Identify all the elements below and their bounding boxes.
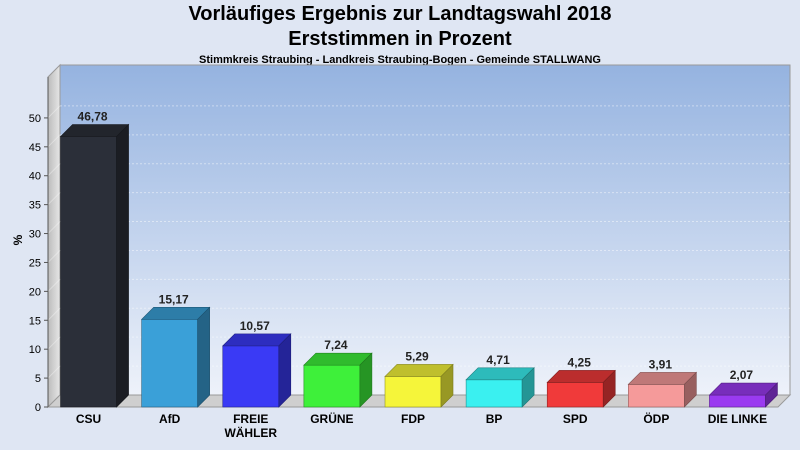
x-tick-label: DIE LINKE: [708, 412, 767, 426]
bar-side-6: [602, 369, 616, 408]
bar-4: [384, 376, 442, 408]
x-tick-label: GRÜNE: [310, 411, 353, 426]
chart-title: Vorläufiges Ergebnis zur Landtagswahl 20…: [188, 3, 612, 25]
bar-7: [628, 384, 685, 408]
x-tick-label: FDP: [401, 412, 425, 426]
x-tick-label: BP: [486, 412, 503, 426]
value-label: 10,57: [240, 319, 270, 333]
chart-subtitle: Erststimmen in Prozent: [288, 28, 512, 50]
bar-1: [141, 318, 198, 408]
value-label: 46,78: [78, 110, 108, 124]
wall-grid-line: [47, 365, 61, 379]
y-tick-label: 5: [35, 373, 41, 385]
wall-grid-line: [47, 250, 61, 263]
bar-side-4: [440, 363, 454, 408]
y-tick-label: 0: [35, 402, 41, 414]
wall-grid-line: [47, 163, 61, 177]
x-tick-label: WÄHLER: [224, 425, 277, 440]
y-tick-label: 45: [29, 142, 41, 154]
bar-side-0: [116, 123, 129, 408]
y-axis-label: %: [11, 234, 25, 245]
y-tick-label: 10: [29, 344, 41, 356]
bar-side-5: [521, 367, 535, 408]
value-label: 15,17: [159, 292, 189, 306]
y-tick-label: 20: [29, 286, 41, 298]
y-tick-label: 35: [29, 200, 41, 212]
wall-grid-line: [47, 192, 61, 205]
value-label: 4,71: [486, 353, 510, 367]
bar-side-2: [278, 333, 292, 408]
bar-2: [222, 345, 280, 408]
y-tick-label: 15: [29, 315, 41, 327]
chart-caption: Stimmkreis Straubing - Landkreis Straubi…: [199, 54, 601, 66]
x-tick-label: SPD: [563, 412, 588, 426]
y-tick-label: 25: [29, 257, 41, 269]
y-tick-label: 50: [29, 113, 41, 125]
x-tick-label: FREIE: [233, 412, 268, 426]
wall-grid-line: [47, 336, 61, 350]
x-tick-label: ÖDP: [643, 411, 669, 426]
value-label: 3,91: [649, 357, 673, 371]
bar-8: [709, 394, 766, 408]
value-label: 7,24: [324, 338, 348, 352]
bar-side-8: [765, 382, 778, 408]
bar-side-3: [359, 352, 373, 408]
value-label: 4,25: [568, 355, 592, 369]
y-tick-label: 40: [29, 171, 41, 183]
bar-side-7: [684, 371, 697, 408]
wall-grid-line: [47, 221, 61, 234]
bar-6: [546, 382, 604, 408]
wall-grid-line: [47, 279, 61, 292]
wall-grid-line: [47, 307, 61, 321]
wall-grid-line: [47, 105, 61, 119]
x-tick-label: AfD: [159, 412, 181, 426]
bar-side-1: [197, 306, 210, 408]
bar-3: [303, 364, 361, 408]
x-tick-label: CSU: [76, 412, 101, 426]
bar-5: [465, 379, 523, 408]
wall-grid-line: [47, 134, 61, 148]
bar-0: [60, 136, 117, 408]
value-label: 2,07: [730, 368, 754, 382]
y-tick-label: 30: [29, 229, 41, 241]
value-label: 5,29: [405, 349, 429, 363]
